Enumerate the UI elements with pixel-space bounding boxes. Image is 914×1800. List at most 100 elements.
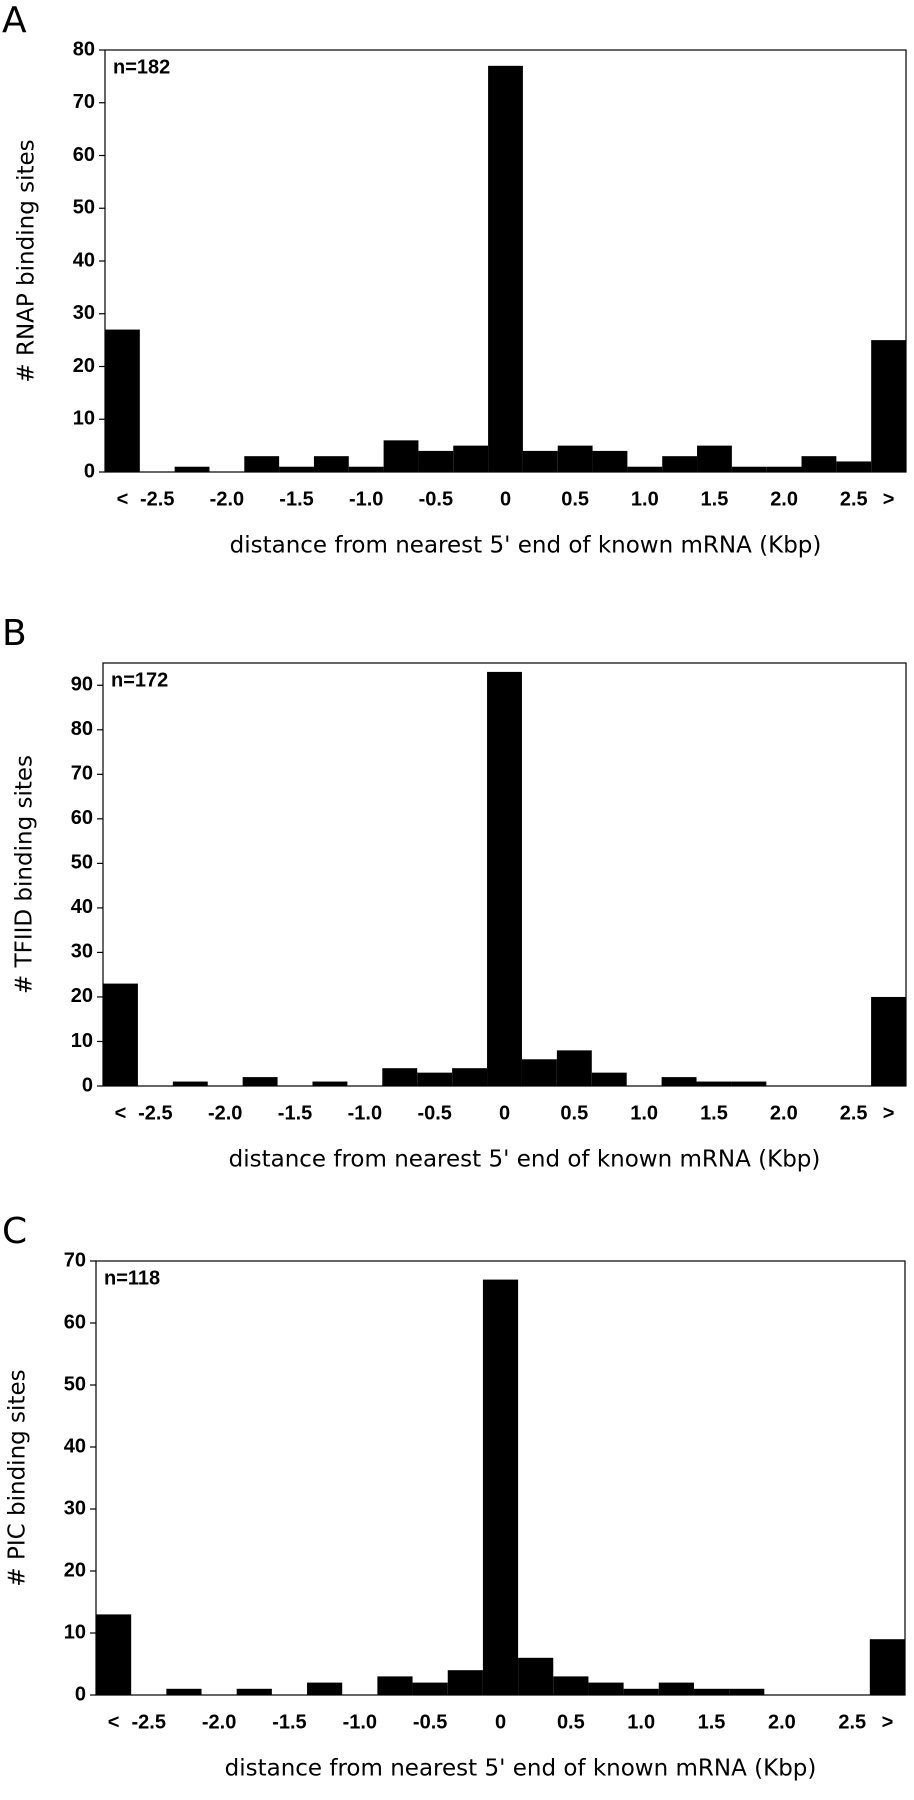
bar	[279, 466, 314, 472]
bar	[553, 1676, 589, 1695]
bar	[103, 983, 138, 1086]
bar	[591, 1072, 627, 1086]
y-tick-label: 20	[71, 985, 93, 1007]
bar	[488, 65, 523, 472]
x-tick-label: 1.0	[631, 488, 659, 510]
x-tick-label: 2.5	[838, 1711, 866, 1733]
x-axis-title: distance from nearest 5' end of known mR…	[229, 1147, 821, 1173]
x-tick-label: <	[108, 1711, 120, 1733]
x-tick-label: 0.5	[561, 488, 589, 510]
panel-label: C	[2, 1211, 27, 1252]
x-tick-label: -1.5	[278, 1102, 312, 1124]
bar	[627, 466, 663, 472]
y-tick-label: 20	[73, 355, 95, 377]
x-tick-label: -1.0	[348, 1102, 382, 1124]
x-tick-label: -2.0	[210, 488, 244, 510]
y-axis-title: # TFIID binding sites	[12, 755, 38, 994]
x-tick-label: 2.0	[768, 1711, 796, 1733]
annotation: n=182	[113, 56, 170, 78]
bar	[313, 456, 349, 472]
y-tick-label: 60	[73, 144, 95, 166]
y-tick-label: 60	[64, 1311, 86, 1333]
bar	[105, 329, 140, 472]
y-axis-title: # RNAP binding sites	[14, 139, 40, 382]
x-tick-label: -0.5	[413, 1711, 447, 1733]
y-axis-title: # PIC binding sites	[5, 1369, 31, 1586]
x-tick-label: 1.0	[627, 1711, 655, 1733]
bar	[658, 1682, 694, 1695]
bar	[662, 456, 698, 472]
x-tick-label: >	[883, 1102, 895, 1124]
y-tick-label: 70	[64, 1249, 86, 1271]
x-tick-label: -0.5	[419, 488, 453, 510]
bar	[522, 450, 558, 472]
annotation: n=118	[104, 1267, 160, 1289]
y-tick-label: 50	[64, 1373, 86, 1395]
x-tick-label: -1.5	[279, 488, 313, 510]
bar	[96, 1614, 132, 1695]
y-tick-label: 30	[73, 302, 95, 324]
bar	[871, 340, 906, 472]
x-tick-label: -2.5	[140, 488, 174, 510]
bar	[697, 445, 732, 472]
bar	[307, 1682, 343, 1695]
x-tick-label: 0.5	[557, 1711, 585, 1733]
y-tick-label: 0	[84, 460, 95, 482]
y-tick-label: 10	[73, 408, 95, 430]
bar	[418, 450, 454, 472]
y-tick-label: 60	[71, 807, 93, 829]
y-tick-label: 40	[64, 1435, 86, 1457]
bar	[447, 1670, 483, 1695]
annotation: n=172	[111, 669, 168, 691]
x-tick-label: -2.5	[138, 1102, 172, 1124]
x-tick-label: 1.5	[701, 488, 729, 510]
bar	[588, 1682, 624, 1695]
bar	[377, 1676, 413, 1695]
bar	[453, 445, 489, 472]
x-tick-label: <	[117, 488, 129, 510]
x-tick-label: 0	[495, 1711, 506, 1733]
x-tick-label: 1.0	[630, 1102, 658, 1124]
panel-label: A	[2, 0, 27, 41]
bar	[412, 1682, 448, 1695]
bar	[869, 1639, 905, 1695]
y-tick-label: 0	[82, 1074, 93, 1096]
y-tick-label: 70	[71, 763, 93, 785]
y-tick-label: 40	[71, 896, 93, 918]
x-tick-label: -2.0	[208, 1102, 242, 1124]
y-tick-label: 70	[73, 91, 95, 113]
bar	[556, 1050, 592, 1086]
bar	[348, 466, 384, 472]
x-tick-label: -1.0	[349, 488, 383, 510]
x-axis-title: distance from nearest 5' end of known mR…	[225, 1756, 817, 1782]
bar	[482, 1279, 519, 1695]
bar	[312, 1081, 348, 1086]
y-tick-label: 10	[64, 1621, 86, 1643]
bar	[518, 1657, 554, 1695]
y-tick-label: 50	[73, 197, 95, 219]
bar	[236, 1688, 272, 1695]
bar	[166, 1688, 202, 1695]
x-tick-label: 0	[499, 1102, 510, 1124]
y-tick-label: 30	[71, 941, 93, 963]
y-tick-label: 20	[64, 1559, 86, 1581]
y-tick-label: 90	[71, 674, 93, 696]
y-tick-label: 40	[73, 249, 95, 271]
bar	[172, 1081, 208, 1086]
x-axis-title: distance from nearest 5' end of known mR…	[230, 533, 822, 559]
bar	[382, 1068, 418, 1086]
x-tick-label: >	[883, 488, 895, 510]
x-tick-label: -2.0	[202, 1711, 236, 1733]
x-tick-label: -2.5	[132, 1711, 166, 1733]
x-tick-label: >	[882, 1711, 894, 1733]
bar	[592, 450, 628, 472]
bar	[729, 1688, 765, 1695]
x-tick-label: -1.0	[343, 1711, 377, 1733]
bar	[836, 461, 872, 472]
bar	[731, 1081, 767, 1086]
y-tick-label: 80	[71, 718, 93, 740]
bar	[242, 1077, 278, 1086]
y-tick-label: 10	[71, 1030, 93, 1052]
x-tick-label: -1.5	[272, 1711, 306, 1733]
y-tick-label: 0	[75, 1683, 86, 1705]
